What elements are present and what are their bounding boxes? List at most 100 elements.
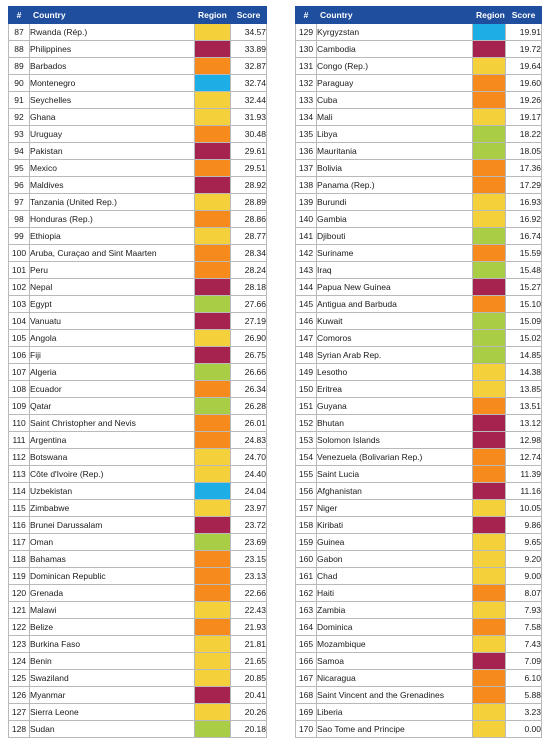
region-color-cell xyxy=(194,516,231,534)
table-row: 91 Seychelles 32.44 xyxy=(8,91,267,109)
table-row: 135 Libya 18.22 xyxy=(295,125,542,143)
region-color-cell xyxy=(472,669,506,687)
rank-cell: 133 xyxy=(295,91,317,109)
score-cell: 31.93 xyxy=(230,108,267,126)
score-cell: 13.51 xyxy=(505,397,542,415)
country-cell: Qatar xyxy=(29,397,195,415)
rank-cell: 138 xyxy=(295,176,317,194)
country-cell: Zambia xyxy=(316,601,473,619)
region-color-cell xyxy=(194,363,231,381)
rank-cell: 100 xyxy=(8,244,30,262)
rank-cell: 144 xyxy=(295,278,317,296)
country-cell: Solomon Islands xyxy=(316,431,473,449)
table-row: 169 Liberia 3.23 xyxy=(295,703,542,721)
score-cell: 26.01 xyxy=(230,414,267,432)
score-cell: 0.00 xyxy=(505,720,542,738)
score-cell: 7.43 xyxy=(505,635,542,653)
country-cell: Dominican Republic xyxy=(29,567,195,585)
table-row: 124 Benin 21.65 xyxy=(8,652,267,670)
region-color-cell xyxy=(194,414,231,432)
table-row: 106 Fiji 26.75 xyxy=(8,346,267,364)
country-cell: Suriname xyxy=(316,244,473,262)
country-cell: Guyana xyxy=(316,397,473,415)
score-cell: 32.87 xyxy=(230,57,267,75)
rank-cell: 111 xyxy=(8,431,30,449)
header-rank: # xyxy=(8,6,30,24)
table-row: 99 Ethiopia 28.77 xyxy=(8,227,267,245)
region-color-cell xyxy=(472,550,506,568)
region-color-cell xyxy=(194,431,231,449)
rank-cell: 110 xyxy=(8,414,30,432)
country-cell: Vanuatu xyxy=(29,312,195,330)
table-row: 153 Solomon Islands 12.98 xyxy=(295,431,542,449)
score-cell: 14.85 xyxy=(505,346,542,364)
country-cell: Iraq xyxy=(316,261,473,279)
country-cell: Rwanda (Rép.) xyxy=(29,23,195,41)
table-row: 104 Vanuatu 27.19 xyxy=(8,312,267,330)
region-color-cell xyxy=(194,244,231,262)
score-cell: 7.93 xyxy=(505,601,542,619)
rank-cell: 93 xyxy=(8,125,30,143)
rank-cell: 152 xyxy=(295,414,317,432)
country-cell: Liberia xyxy=(316,703,473,721)
region-color-cell xyxy=(472,91,506,109)
region-color-cell xyxy=(472,686,506,704)
score-cell: 21.93 xyxy=(230,618,267,636)
table-row: 157 Niger 10.05 xyxy=(295,499,542,517)
score-cell: 28.92 xyxy=(230,176,267,194)
region-color-cell xyxy=(472,431,506,449)
table-row: 96 Maldives 28.92 xyxy=(8,176,267,194)
table-row: 102 Nepal 28.18 xyxy=(8,278,267,296)
score-cell: 23.69 xyxy=(230,533,267,551)
country-cell: Egypt xyxy=(29,295,195,313)
table-body-left: 87 Rwanda (Rép.) 34.57 88 Philippines 33.89 89… xyxy=(8,23,267,738)
country-cell: Sierra Leone xyxy=(29,703,195,721)
region-color-cell xyxy=(194,567,231,585)
region-color-cell xyxy=(472,465,506,483)
score-cell: 24.40 xyxy=(230,465,267,483)
rank-cell: 169 xyxy=(295,703,317,721)
table-row: 122 Belize 21.93 xyxy=(8,618,267,636)
country-cell: Paraguay xyxy=(316,74,473,92)
table-row: 89 Barbados 32.87 xyxy=(8,57,267,75)
table-row: 117 Oman 23.69 xyxy=(8,533,267,551)
score-cell: 19.17 xyxy=(505,108,542,126)
country-cell: Montenegro xyxy=(29,74,195,92)
table-row: 134 Mali 19.17 xyxy=(295,108,542,126)
country-cell: Congo (Rep.) xyxy=(316,57,473,75)
table-row: 142 Suriname 15.59 xyxy=(295,244,542,262)
score-cell: 26.34 xyxy=(230,380,267,398)
rank-cell: 149 xyxy=(295,363,317,381)
rank-cell: 141 xyxy=(295,227,317,245)
country-cell: Nepal xyxy=(29,278,195,296)
country-cell: Fiji xyxy=(29,346,195,364)
table-row: 108 Ecuador 26.34 xyxy=(8,380,267,398)
region-color-cell xyxy=(194,465,231,483)
country-cell: Myanmar xyxy=(29,686,195,704)
table-row: 138 Panama (Rep.) 17.29 xyxy=(295,176,542,194)
region-color-cell xyxy=(472,142,506,160)
region-color-cell xyxy=(194,448,231,466)
rank-cell: 170 xyxy=(295,720,317,738)
region-color-cell xyxy=(472,720,506,738)
table-row: 156 Afghanistan 11.16 xyxy=(295,482,542,500)
score-cell: 17.36 xyxy=(505,159,542,177)
rank-cell: 121 xyxy=(8,601,30,619)
score-cell: 15.48 xyxy=(505,261,542,279)
table-row: 93 Uruguay 30.48 xyxy=(8,125,267,143)
table-row: 149 Lesotho 14.38 xyxy=(295,363,542,381)
rank-cell: 162 xyxy=(295,584,317,602)
table-row: 131 Congo (Rep.) 19.64 xyxy=(295,57,542,75)
rank-cell: 165 xyxy=(295,635,317,653)
rank-cell: 119 xyxy=(8,567,30,585)
score-cell: 21.65 xyxy=(230,652,267,670)
country-cell: Tanzania (United Rep.) xyxy=(29,193,195,211)
rank-cell: 129 xyxy=(295,23,317,41)
region-color-cell xyxy=(194,74,231,92)
score-cell: 16.93 xyxy=(505,193,542,211)
rank-cell: 142 xyxy=(295,244,317,262)
country-cell: Ghana xyxy=(29,108,195,126)
table-row: 103 Egypt 27.66 xyxy=(8,295,267,313)
table-row: 129 Kyrgyzstan 19.91 xyxy=(295,23,542,41)
region-color-cell xyxy=(472,40,506,58)
